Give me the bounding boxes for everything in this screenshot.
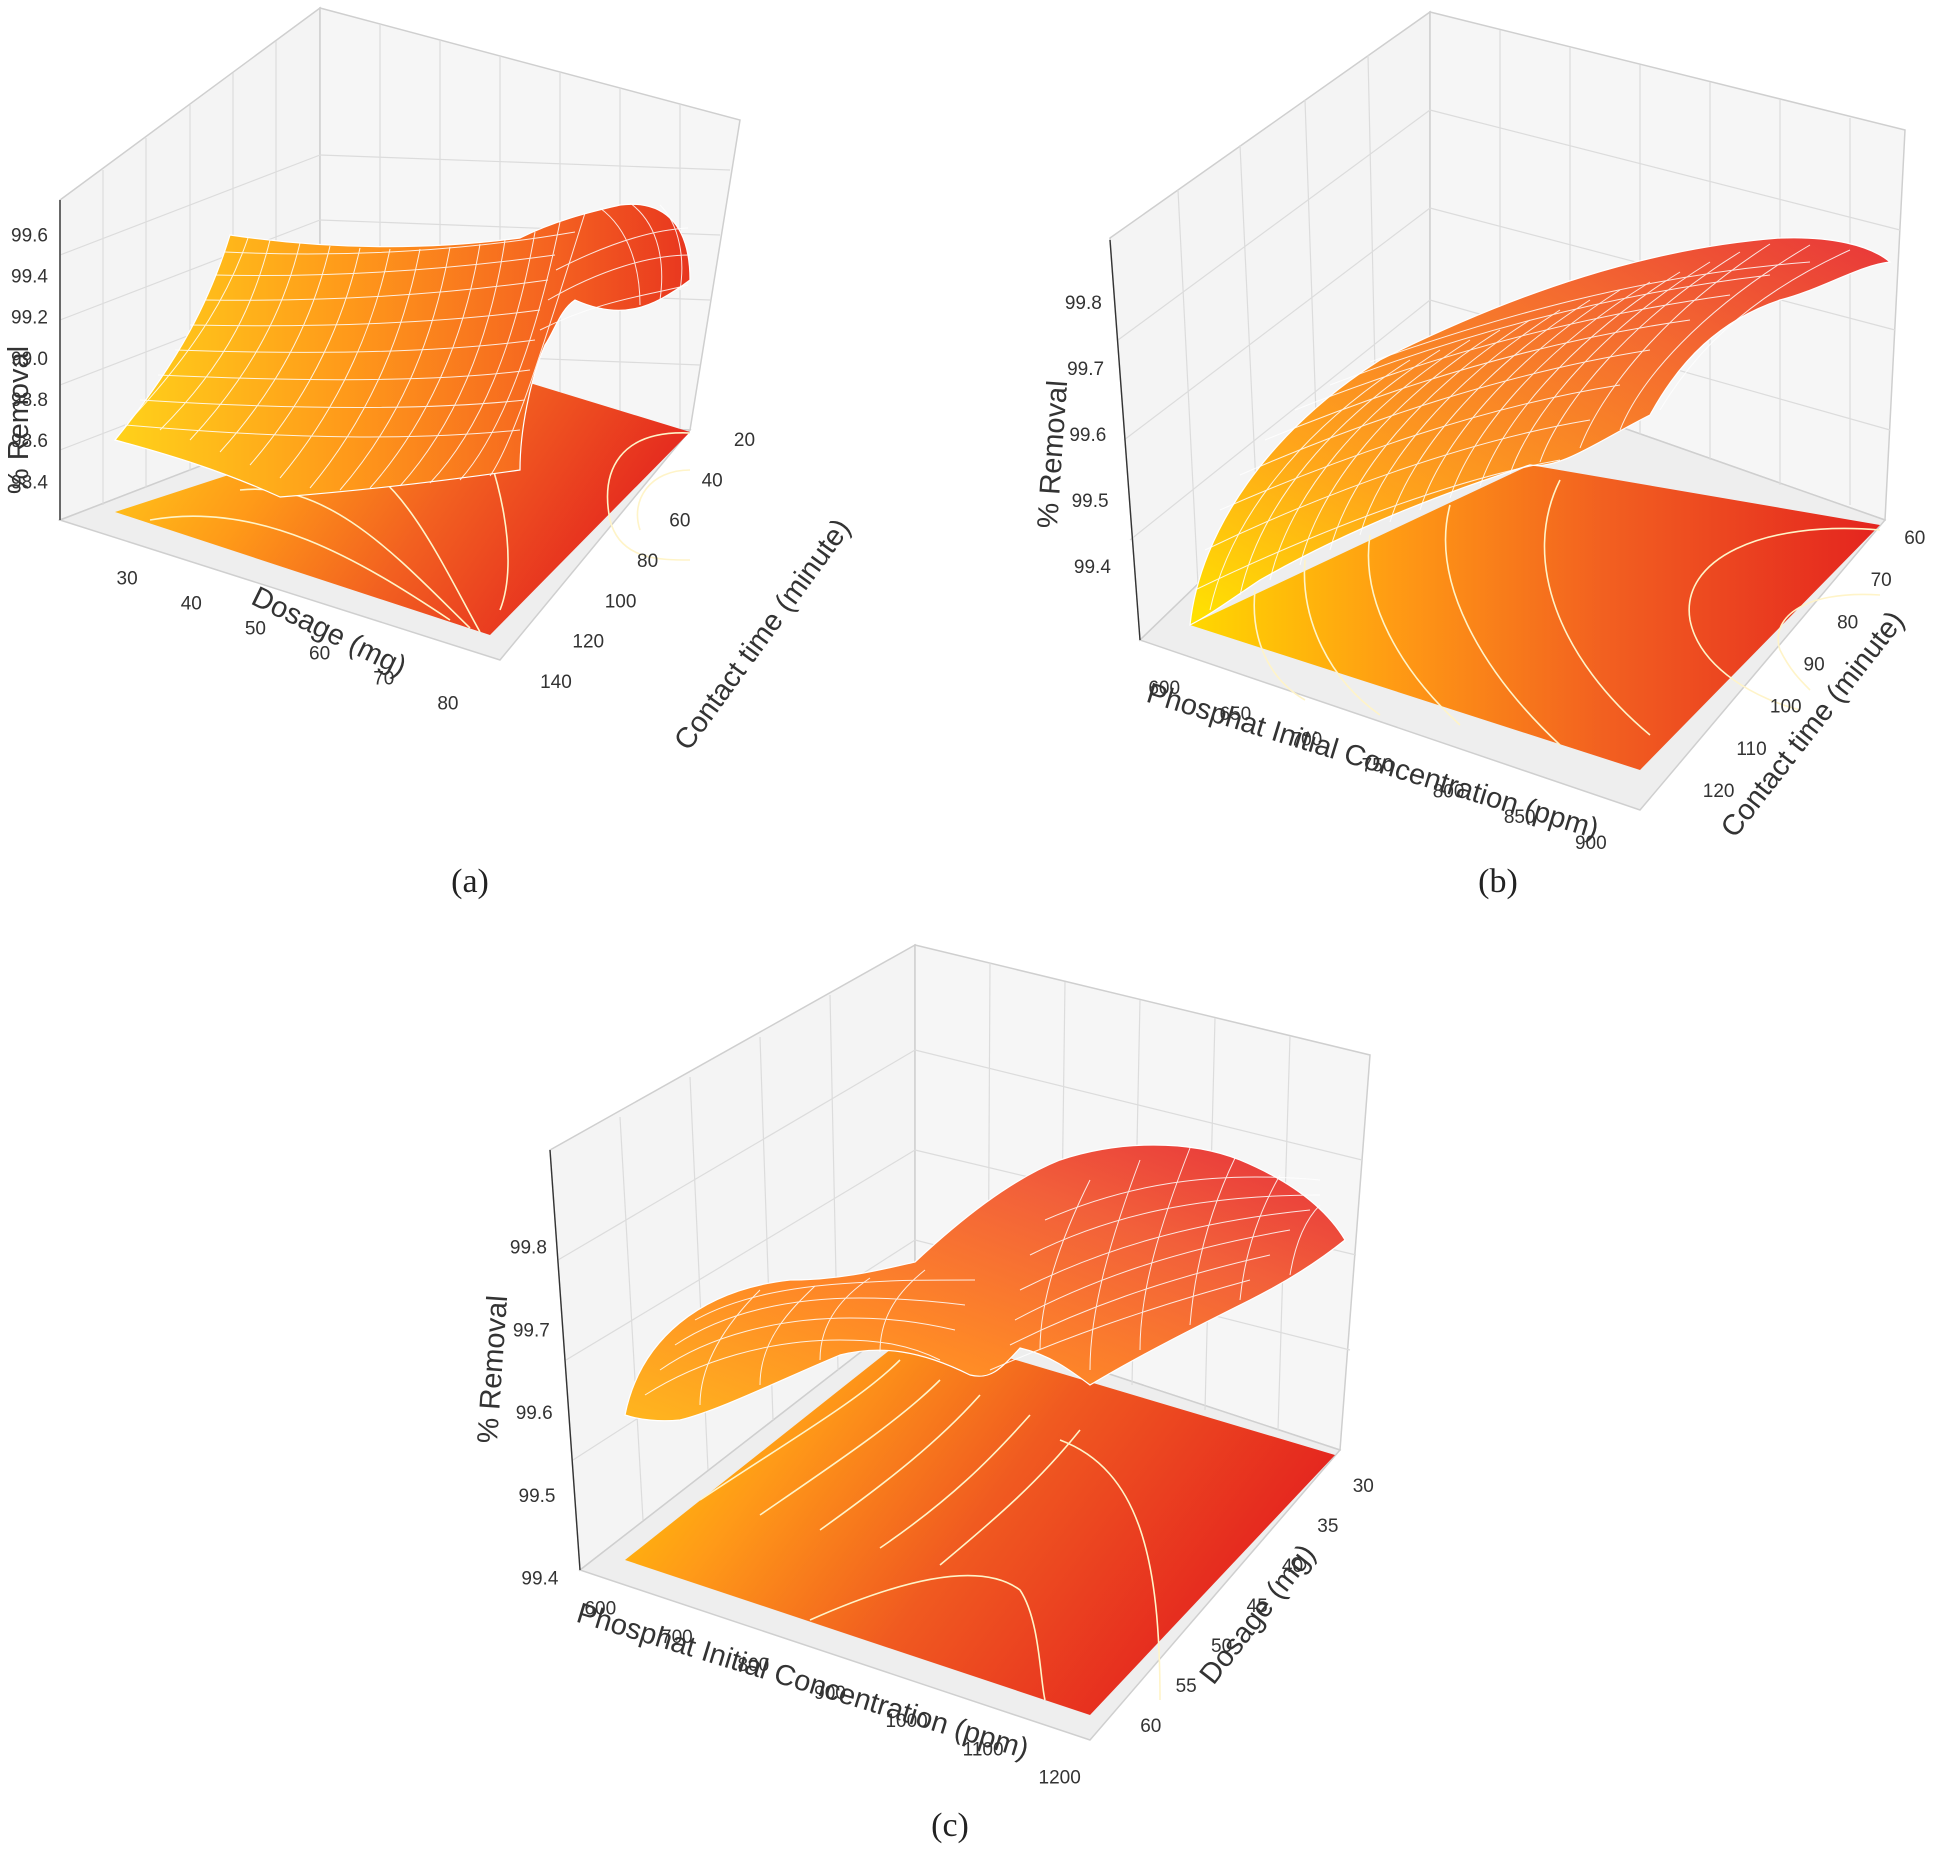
x-tick-label: 70 [373,669,394,690]
x-tick-label: 600 [584,1599,616,1620]
y-tick-label: 50 [1211,1636,1232,1657]
panel-a-x-ticks: 30 40 50 60 70 80 [117,569,459,715]
x-tick-label: 900 [1575,833,1607,854]
y-tick-label: 60 [1904,528,1925,549]
panel-b-z-axis [1109,239,1141,641]
panel-c-surface-mesh [644,1147,1321,1406]
z-tick-label: 99.7 [513,1320,550,1341]
panel-b-caption: (b) [1478,863,1518,900]
z-tick-label: 99.5 [1072,491,1109,512]
y-tick-label: 60 [669,511,690,532]
panel-c-y-ticks: 30 35 40 45 50 55 60 [1140,1476,1374,1737]
y-tick-label: 20 [734,430,755,451]
x-tick-label: 1200 [1039,1767,1081,1788]
panel-a-contour-floor [115,380,690,635]
y-tick-label: 30 [1353,1476,1374,1497]
x-tick-label: 850 [1504,807,1536,828]
z-tick-label: 99.4 [1074,557,1111,578]
x-tick-label: 650 [1219,704,1251,725]
panel-a-surface-mesh [124,202,691,491]
x-tick-label: 40 [181,594,202,615]
z-tick-label: 99.2 [11,308,48,329]
z-tick-label: 99.7 [1067,359,1104,380]
y-tick-label: 55 [1176,1676,1197,1697]
panel-b-z-ticks: 99.4 99.5 99.6 99.7 99.8 [1065,293,1112,578]
y-tick-label: 120 [572,632,604,653]
x-tick-label: 1100 [963,1739,1004,1760]
x-tick-label: 600 [1148,678,1180,699]
z-tick-label: 99.5 [519,1486,556,1507]
z-tick-label: 99.8 [510,1238,547,1259]
z-tick-label: 99.6 [11,225,48,246]
y-tick-label: 90 [1804,655,1825,676]
panel-b-x-ticks: 600 650 700 750 800 850 900 [1148,678,1606,854]
x-tick-label: 750 [1362,756,1394,777]
panel-a-y-axis-label: Contact time (minute) [668,513,857,756]
x-tick-label: 1000 [885,1711,927,1732]
y-tick-label: 140 [540,672,572,693]
panel-c-caption: (c) [931,1807,969,1844]
z-tick-label: 99.4 [11,267,48,288]
z-tick-label: 98.8 [11,390,48,411]
x-tick-label: 900 [814,1683,846,1704]
panel-a-z-ticks: 98.4 98.6 98.8 99.0 99.2 99.4 99.6 [11,225,48,493]
x-tick-label: 800 [1433,781,1465,802]
panel-c-surface-plot: 99.4 99.5 99.6 99.7 99.8 600 700 800 900 1000 110… [472,943,1374,1844]
panel-b-response-surface [1189,237,1892,627]
y-tick-label: 40 [702,470,723,491]
x-tick-label: 60 [309,644,330,665]
y-tick-label: 45 [1247,1596,1268,1617]
z-tick-label: 99.4 [521,1569,558,1590]
z-tick-label: 98.6 [11,431,48,452]
panel-c-response-surface [624,1144,1346,1422]
x-tick-label: 700 [661,1627,693,1648]
y-tick-label: 80 [1837,612,1858,633]
panel-c-x-ticks: 600 700 800 900 1000 1100 1200 [584,1599,1080,1789]
panel-c-z-ticks: 99.4 99.5 99.6 99.7 99.8 [510,1238,559,1590]
panel-b-surface-plot: 99.4 99.5 99.6 99.7 99.8 600 650 700 750 800 850 9… [1032,10,1926,900]
y-tick-label: 40 [1282,1556,1303,1577]
panel-c-z-axis [549,1149,581,1571]
y-tick-label: 110 [1736,739,1766,760]
y-tick-label: 60 [1140,1716,1161,1737]
x-tick-label: 80 [437,694,458,715]
y-tick-label: 100 [605,591,637,612]
panel-b-contour-lines [1253,479,1881,746]
y-tick-label: 80 [637,551,658,572]
panel-a-caption: (a) [451,863,489,900]
panel-b-contour-floor [1190,465,1880,770]
panel-b-surface-mesh [1194,243,1851,611]
panel-c-contour-lines [699,1359,1161,1701]
y-tick-label: 100 [1770,697,1802,718]
z-tick-label: 99.8 [1065,293,1102,314]
panel-a-surface-plot: 98.4 98.6 98.8 99.0 99.2 99.4 99.6 30 40 50 60 70 8… [3,6,857,900]
x-tick-label: 50 [245,619,266,640]
x-tick-label: 800 [738,1655,770,1676]
panel-c-z-axis-label: % Removal [472,1294,514,1444]
z-tick-label: 99.6 [516,1403,553,1424]
y-tick-label: 35 [1317,1516,1338,1537]
z-tick-label: 99.0 [11,349,48,370]
y-tick-label: 70 [1871,570,1892,591]
x-tick-label: 700 [1291,730,1323,751]
y-tick-label: 120 [1703,781,1735,802]
x-tick-label: 30 [117,569,138,590]
z-tick-label: 98.4 [11,472,48,493]
panel-a-z-axis-label: % Removal [3,346,35,494]
panel-b-z-axis-label: % Removal [1032,379,1074,529]
z-tick-label: 99.6 [1069,425,1106,446]
